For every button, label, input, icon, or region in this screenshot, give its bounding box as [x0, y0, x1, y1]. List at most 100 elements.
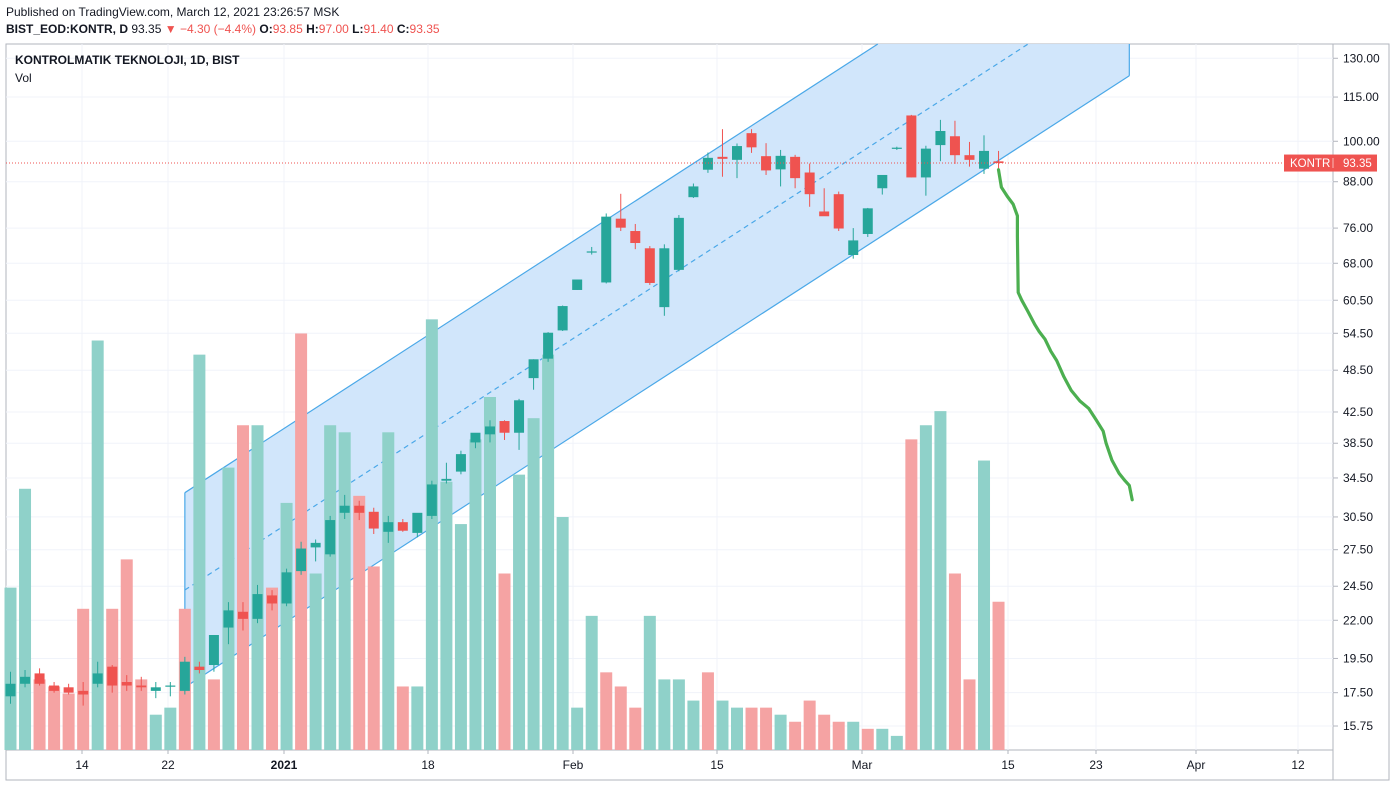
volume-bar	[847, 721, 860, 750]
volume-bar	[353, 495, 366, 750]
candle-body	[426, 484, 437, 516]
candle-body	[49, 685, 60, 691]
candle-body	[267, 595, 278, 604]
volume-bar	[396, 686, 409, 750]
time-axis[interactable]: 14 22 2021 18 Feb 15 Mar 15 23 Apr 12	[75, 750, 1305, 772]
candle-body	[499, 421, 510, 433]
y-tick-label: 76.00	[1343, 221, 1373, 235]
low-label: L:	[352, 22, 364, 36]
volume-bar	[731, 707, 743, 750]
candle-body	[34, 673, 45, 684]
volume-bar	[658, 679, 671, 750]
y-tick-label: 100.00	[1343, 134, 1380, 148]
candle-body	[78, 690, 89, 695]
candle-body	[165, 685, 176, 687]
candle-body	[732, 146, 742, 160]
candle-body	[819, 211, 830, 217]
candle-body	[223, 610, 234, 628]
volume-bar	[425, 319, 438, 750]
volume-bar	[454, 524, 467, 750]
candle-body	[790, 156, 801, 179]
price-axis[interactable]: 130.00 115.00 100.00 88.00 76.00 68.00 60.50 54…	[1333, 51, 1380, 733]
volume-bar	[556, 517, 569, 750]
volume-bar	[149, 714, 162, 750]
candle-body	[979, 150, 990, 169]
candle-body	[514, 400, 525, 433]
volume-bar	[832, 721, 845, 750]
candle-body	[906, 115, 917, 178]
price-tag: KONTR 93.35	[1284, 154, 1377, 172]
candle-body	[194, 666, 205, 671]
volume-bar	[600, 672, 613, 750]
volume-bar	[193, 354, 206, 750]
volume-bar	[803, 700, 816, 750]
open-value: 93.85	[272, 22, 303, 36]
volume-bar	[382, 432, 395, 750]
y-tick-label: 27.50	[1343, 543, 1373, 557]
candle-body	[368, 511, 379, 529]
volume-bar	[19, 488, 32, 750]
y-tick-label: 30.50	[1343, 510, 1373, 524]
candle-body	[528, 359, 539, 379]
y-tick-label: 115.00	[1343, 90, 1379, 104]
y-tick-label: 130.00	[1343, 51, 1380, 65]
candle-body	[862, 208, 873, 234]
candle-body	[5, 683, 16, 697]
x-tick-label: Feb	[563, 758, 584, 772]
volume-bar	[643, 615, 656, 750]
symbol-label: BIST_EOD:KONTR, D	[6, 22, 129, 36]
y-tick-label: 24.50	[1343, 579, 1373, 593]
ohlc-header: BIST_EOD:KONTR, D 93.35 ▼ −4.30 (−4.4%) …	[6, 22, 440, 36]
candle-body	[412, 512, 423, 533]
volume-bar	[135, 679, 148, 750]
x-tick-label: Apr	[1187, 758, 1206, 772]
volume-bar	[745, 707, 758, 750]
candle-body	[310, 542, 321, 548]
low-value: 91.40	[363, 22, 394, 36]
candles	[5, 114, 1004, 706]
candle-body	[383, 522, 394, 532]
candle-body	[993, 161, 1004, 164]
candle-body	[848, 240, 859, 256]
volume-bar	[774, 714, 787, 750]
candle-body	[20, 676, 31, 684]
candle-body	[949, 136, 960, 156]
candle-body	[717, 156, 728, 159]
candle-body	[920, 148, 931, 178]
volume-bar	[120, 559, 133, 750]
y-tick-label: 60.50	[1343, 293, 1373, 307]
projection-path[interactable]	[996, 168, 1134, 502]
candle-body	[179, 661, 190, 691]
candle-body	[441, 478, 452, 481]
candle-body	[891, 147, 902, 149]
high-label: H:	[306, 22, 319, 36]
candle-body	[877, 174, 888, 189]
price-tag-symbol: KONTR	[1290, 158, 1330, 170]
candle-body	[136, 685, 147, 688]
candle-body	[557, 306, 568, 331]
x-tick-label: 12	[1291, 758, 1305, 772]
volume-bar	[818, 714, 831, 750]
volume-bar	[411, 686, 424, 750]
candle-body	[964, 155, 975, 160]
volume-bar	[571, 707, 584, 750]
last-price: 93.35	[131, 22, 162, 36]
x-tick-label: Mar	[852, 758, 873, 772]
candle-body	[208, 635, 219, 666]
x-tick-label: 14	[75, 758, 89, 772]
volume-bar	[483, 397, 496, 750]
volume-bar	[905, 439, 918, 750]
volume-bar	[948, 573, 961, 750]
volume-bar	[876, 728, 889, 750]
published-caption: Published on TradingView.com, March 12, …	[6, 5, 340, 19]
y-tick-label: 15.75	[1343, 719, 1373, 733]
change-value: −4.30 (−4.4%)	[179, 22, 257, 36]
close-value: 93.35	[409, 22, 440, 36]
chart-legend-volume: Vol	[15, 71, 32, 85]
close-label: C:	[396, 22, 410, 36]
candle-body	[121, 682, 132, 686]
volume-bar	[934, 411, 947, 750]
x-tick-label: 18	[421, 758, 435, 772]
volume-bar	[513, 474, 526, 750]
